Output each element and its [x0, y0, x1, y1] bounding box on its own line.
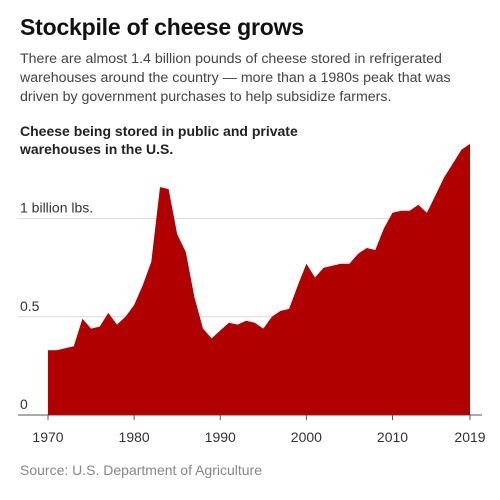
y-tick-label: 0.5	[20, 298, 40, 314]
x-tick-label: 2019	[454, 429, 485, 445]
source-note: Source: U.S. Department of Agriculture	[20, 462, 262, 478]
chart-headline: Stockpile of cheese grows	[20, 14, 304, 40]
x-tick-label: 2010	[377, 429, 408, 445]
y-tick-label: 1 billion lbs.	[20, 200, 93, 216]
x-tick-label: 2000	[291, 429, 322, 445]
x-tick-label: 1990	[205, 429, 236, 445]
x-tick-label: 1980	[119, 429, 150, 445]
x-axis-ticks: 1970 1980 1990 2000 2010 2019	[32, 415, 486, 445]
chart-subtitle: There are almost 1.4 billion pounds of c…	[20, 51, 451, 105]
y-tick-label: 0	[20, 396, 28, 412]
y-axis-ticks: 0 0.5 1 billion lbs.	[20, 200, 93, 412]
chart-title: Cheese being stored in public and privat…	[20, 123, 298, 157]
x-tick-label: 1970	[32, 429, 63, 445]
area-layer	[48, 143, 470, 415]
series-area	[48, 143, 470, 415]
